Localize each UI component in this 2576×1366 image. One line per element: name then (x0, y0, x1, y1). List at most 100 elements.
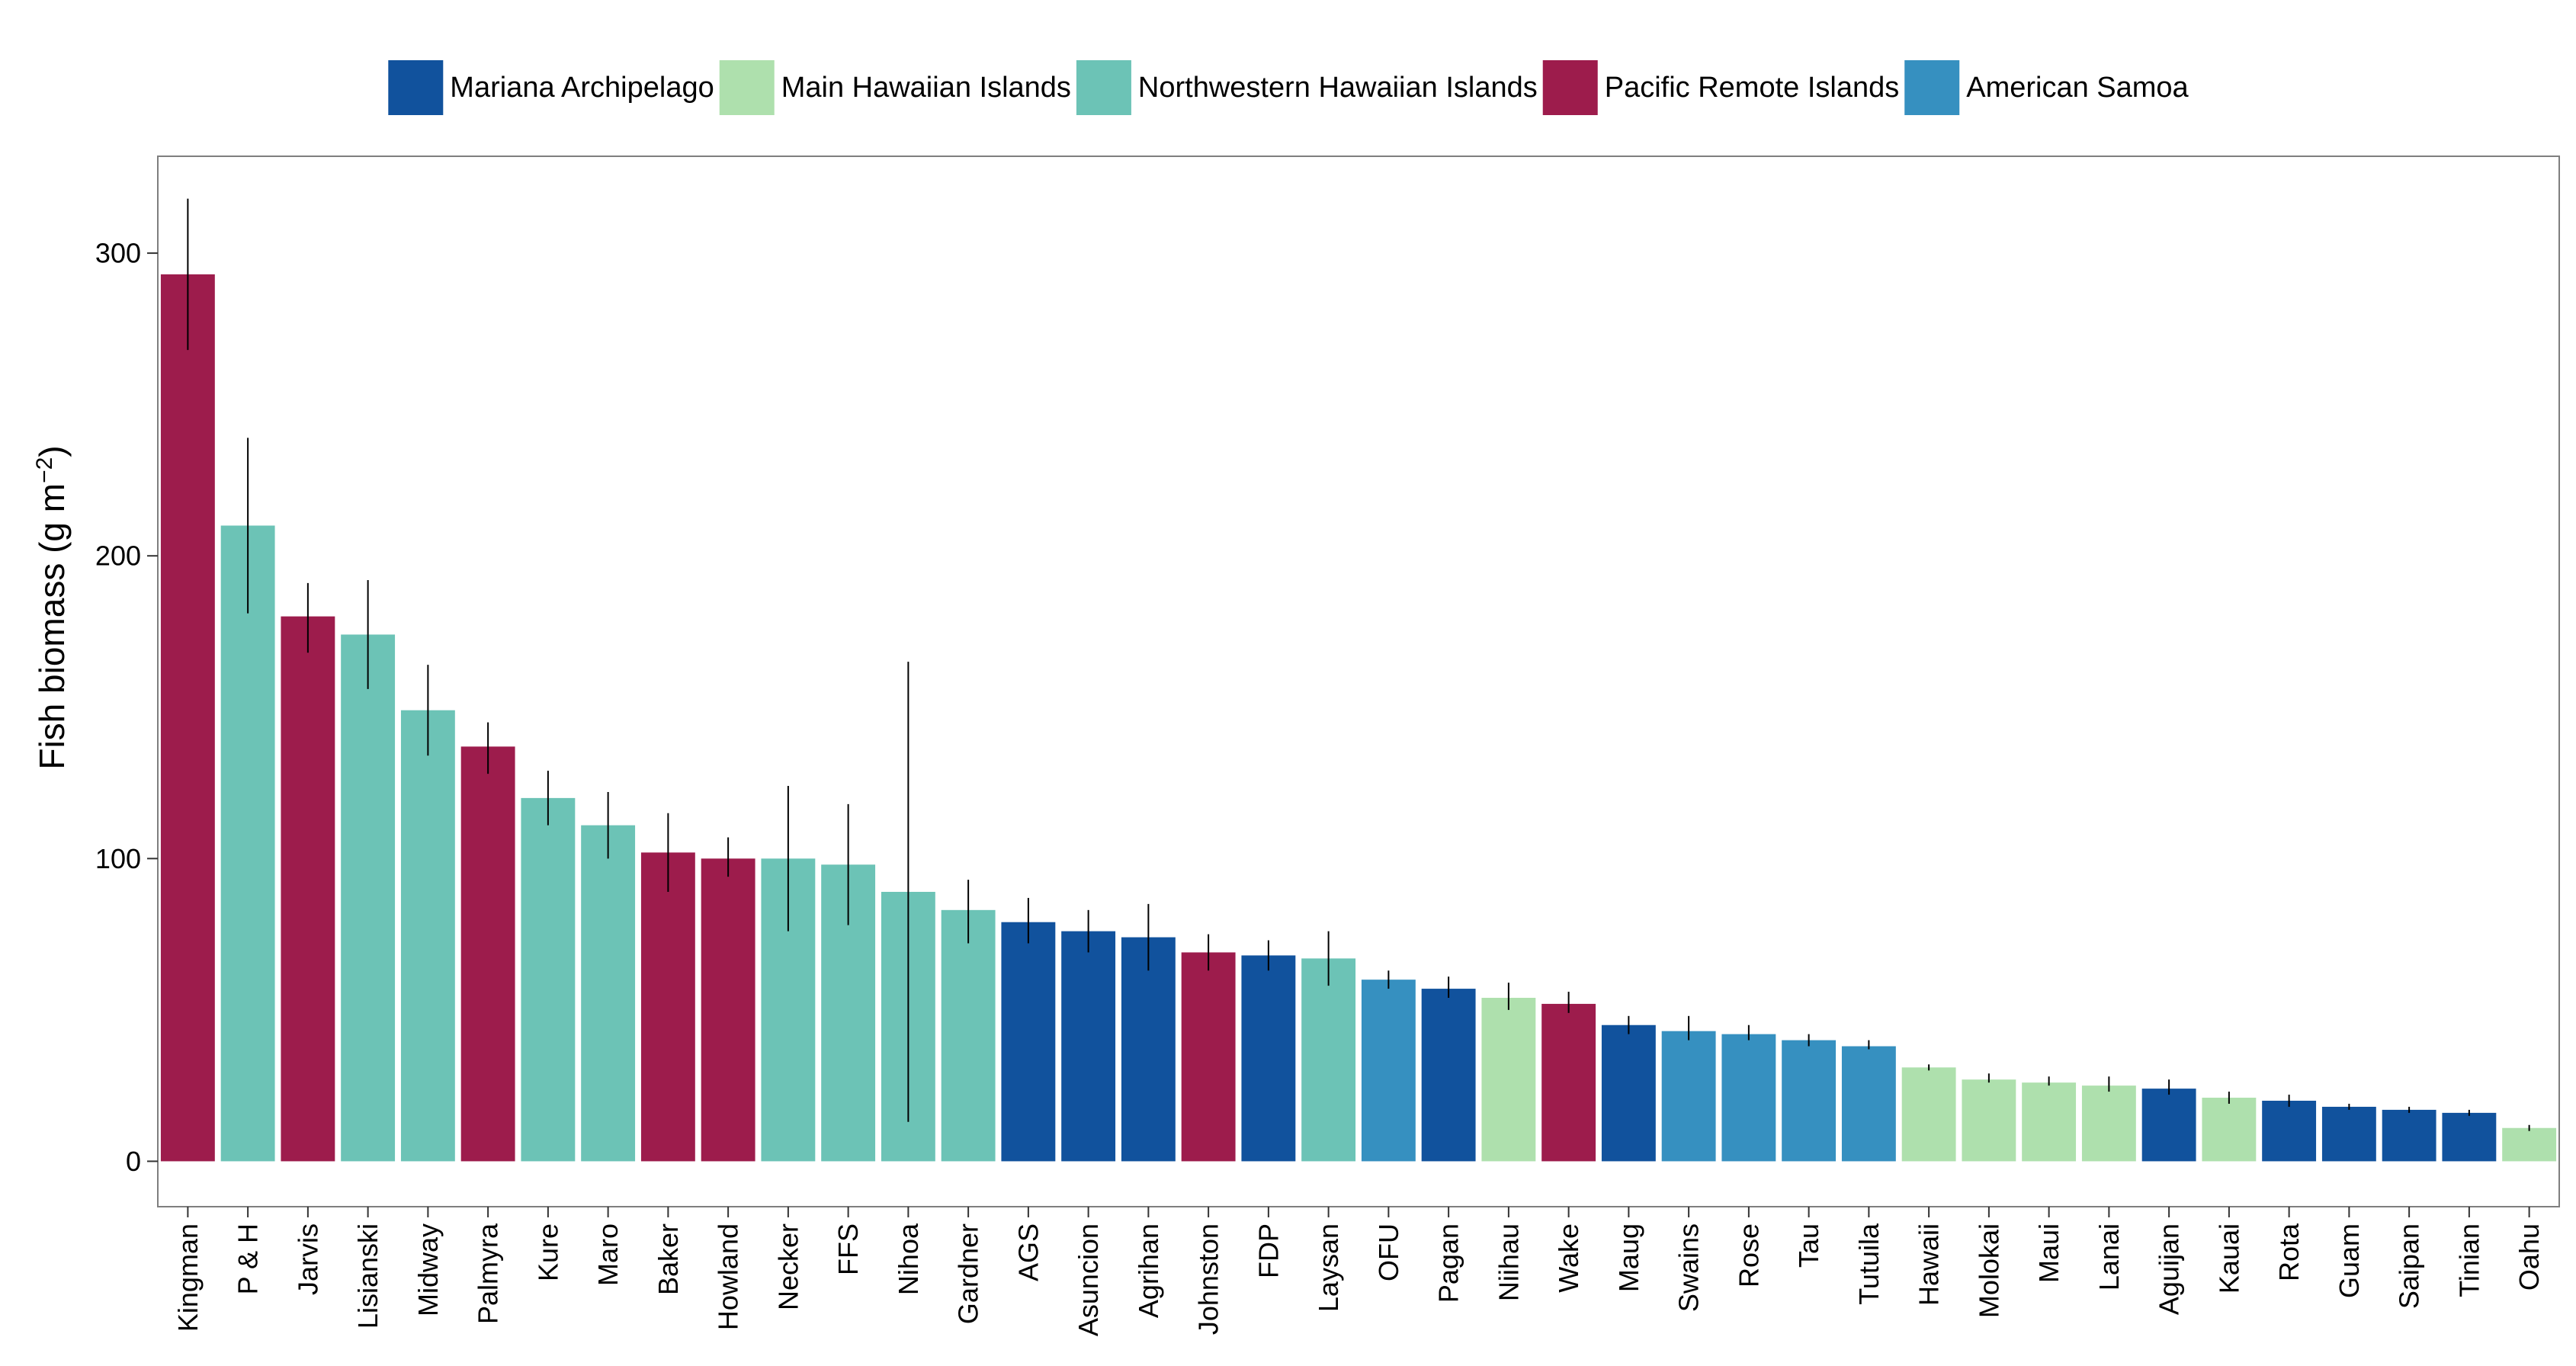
x-tick-label: Molokai (1973, 1223, 2004, 1318)
x-tick-label: Nihoa (893, 1223, 924, 1295)
x-tick-label: FDP (1253, 1223, 1284, 1278)
bar-tau (1782, 1040, 1837, 1162)
x-tick-label: Maro (592, 1223, 624, 1286)
y-axis-title: Fish biomass (g m−2) (32, 445, 72, 769)
x-tick-label: Baker (653, 1223, 684, 1295)
bar-fdp (1241, 955, 1296, 1162)
legend-item: Mariana Archipelago (387, 59, 714, 117)
x-tick-label: Midway (412, 1223, 444, 1316)
bar-kauai (2202, 1098, 2257, 1162)
legend-item: American Samoa (1903, 59, 2189, 117)
bar-johnston (1181, 952, 1236, 1162)
x-tick-label: Lisianski (352, 1223, 383, 1329)
x-tick-label: OFU (1373, 1223, 1404, 1281)
bar-tutuila (1841, 1046, 1896, 1162)
x-tick-label: Guam (2334, 1223, 2365, 1298)
y-tick-label: 100 (95, 843, 141, 874)
legend-label: Pacific Remote Islands (1605, 72, 1900, 104)
bar-saipan (2382, 1109, 2436, 1162)
bar-laysan (1301, 958, 1356, 1162)
x-tick-label: Howland (713, 1223, 744, 1330)
bar-p-h (220, 525, 275, 1162)
x-tick-label: Rota (2273, 1223, 2305, 1281)
bar-tinian (2442, 1112, 2497, 1162)
legend-label: American Samoa (1966, 72, 2189, 104)
legend-label: Northwestern Hawaiian Islands (1138, 72, 1538, 104)
bar-rose (1721, 1034, 1776, 1162)
x-tick-label: Maug (1613, 1223, 1644, 1292)
x-tick-label: Pagan (1433, 1223, 1464, 1303)
y-axis-title-exponent: −2 (32, 457, 57, 483)
legend-swatch (1074, 59, 1133, 117)
bar-maro (581, 825, 636, 1162)
y-tick-label: 300 (95, 238, 141, 269)
x-tick-label: Tau (1793, 1223, 1824, 1268)
x-tick-label: Tinian (2453, 1223, 2485, 1297)
bar-maui (2022, 1082, 2077, 1162)
bar-guam (2321, 1106, 2376, 1162)
x-tick-label: Tutuila (1853, 1223, 1885, 1305)
x-tick-label: P & H (233, 1223, 264, 1294)
x-tick-label: Kingman (172, 1223, 204, 1332)
bar-molokai (1962, 1079, 2016, 1162)
bar-kure (521, 797, 576, 1162)
bar-palmyra (460, 746, 515, 1162)
bar-midway (400, 710, 455, 1162)
x-tick-label: Niihau (1493, 1223, 1524, 1301)
legend-label: Main Hawaiian Islands (781, 72, 1071, 104)
legend-item: Northwestern Hawaiian Islands (1074, 59, 1538, 117)
y-axis-title-close: ) (32, 445, 72, 457)
x-tick-label: FFS (832, 1223, 864, 1275)
y-tick-label: 0 (126, 1146, 141, 1177)
x-tick-label: Swains (1673, 1223, 1705, 1312)
x-tick-label: Saipan (2394, 1223, 2425, 1309)
y-tick-label: 200 (95, 540, 141, 572)
bar-lisianski (341, 634, 396, 1162)
error-bars (187, 198, 2530, 1131)
x-axis: Kingman P & H Jarvis Lisianski Midway Palmyra… (172, 1207, 2545, 1336)
legend-item: Main Hawaiian Islands (717, 59, 1071, 117)
bar-agrihan (1121, 937, 1176, 1162)
legend-label: Mariana Archipelago (450, 72, 714, 104)
x-tick-label: Kure (532, 1223, 563, 1281)
x-tick-label: Wake (1553, 1223, 1584, 1293)
x-tick-label: Kauai (2213, 1223, 2244, 1294)
bar-howland (701, 858, 755, 1162)
bar-kingman (160, 274, 215, 1162)
legend: Mariana Archipelago Main Hawaiian Islands… (387, 59, 2189, 117)
bar-hawaii (1901, 1067, 1956, 1162)
bar-asuncion (1061, 931, 1116, 1162)
bar-aguijan (2141, 1089, 2196, 1162)
legend-swatch (387, 59, 445, 117)
bar-oahu (2502, 1127, 2557, 1162)
x-tick-label: Johnston (1193, 1223, 1224, 1335)
x-tick-label: Oahu (2513, 1223, 2545, 1291)
bar-jarvis (281, 616, 335, 1162)
plot-panel (157, 156, 2560, 1207)
x-tick-label: Maui (2033, 1223, 2064, 1283)
x-tick-label: Necker (772, 1223, 804, 1310)
x-tick-label: Jarvis (292, 1223, 323, 1295)
legend-swatch (1541, 59, 1599, 117)
bar-pagan (1421, 989, 1476, 1162)
x-tick-label: Lanai (2093, 1223, 2125, 1291)
bar-baker (640, 852, 695, 1162)
x-tick-label: AGS (1012, 1223, 1044, 1281)
bar-gardner (941, 909, 996, 1162)
x-tick-label: Asuncion (1073, 1223, 1104, 1336)
bar-swains (1661, 1031, 1716, 1162)
x-tick-label: Laysan (1313, 1223, 1344, 1312)
bar-wake (1541, 1003, 1596, 1162)
bar-lanai (2081, 1085, 2136, 1162)
x-tick-label: Agrihan (1133, 1223, 1164, 1318)
legend-swatch (717, 59, 776, 117)
bar-ofu (1361, 980, 1416, 1162)
legend-swatch (1903, 59, 1962, 117)
x-tick-label: Hawaii (1914, 1223, 1945, 1306)
y-axis: 0 100 200 300 (95, 238, 158, 1177)
bar-rota (2262, 1101, 2317, 1162)
bar-niihau (1481, 997, 1536, 1162)
bar-ags (1001, 922, 1056, 1162)
bar-maug (1601, 1024, 1656, 1162)
